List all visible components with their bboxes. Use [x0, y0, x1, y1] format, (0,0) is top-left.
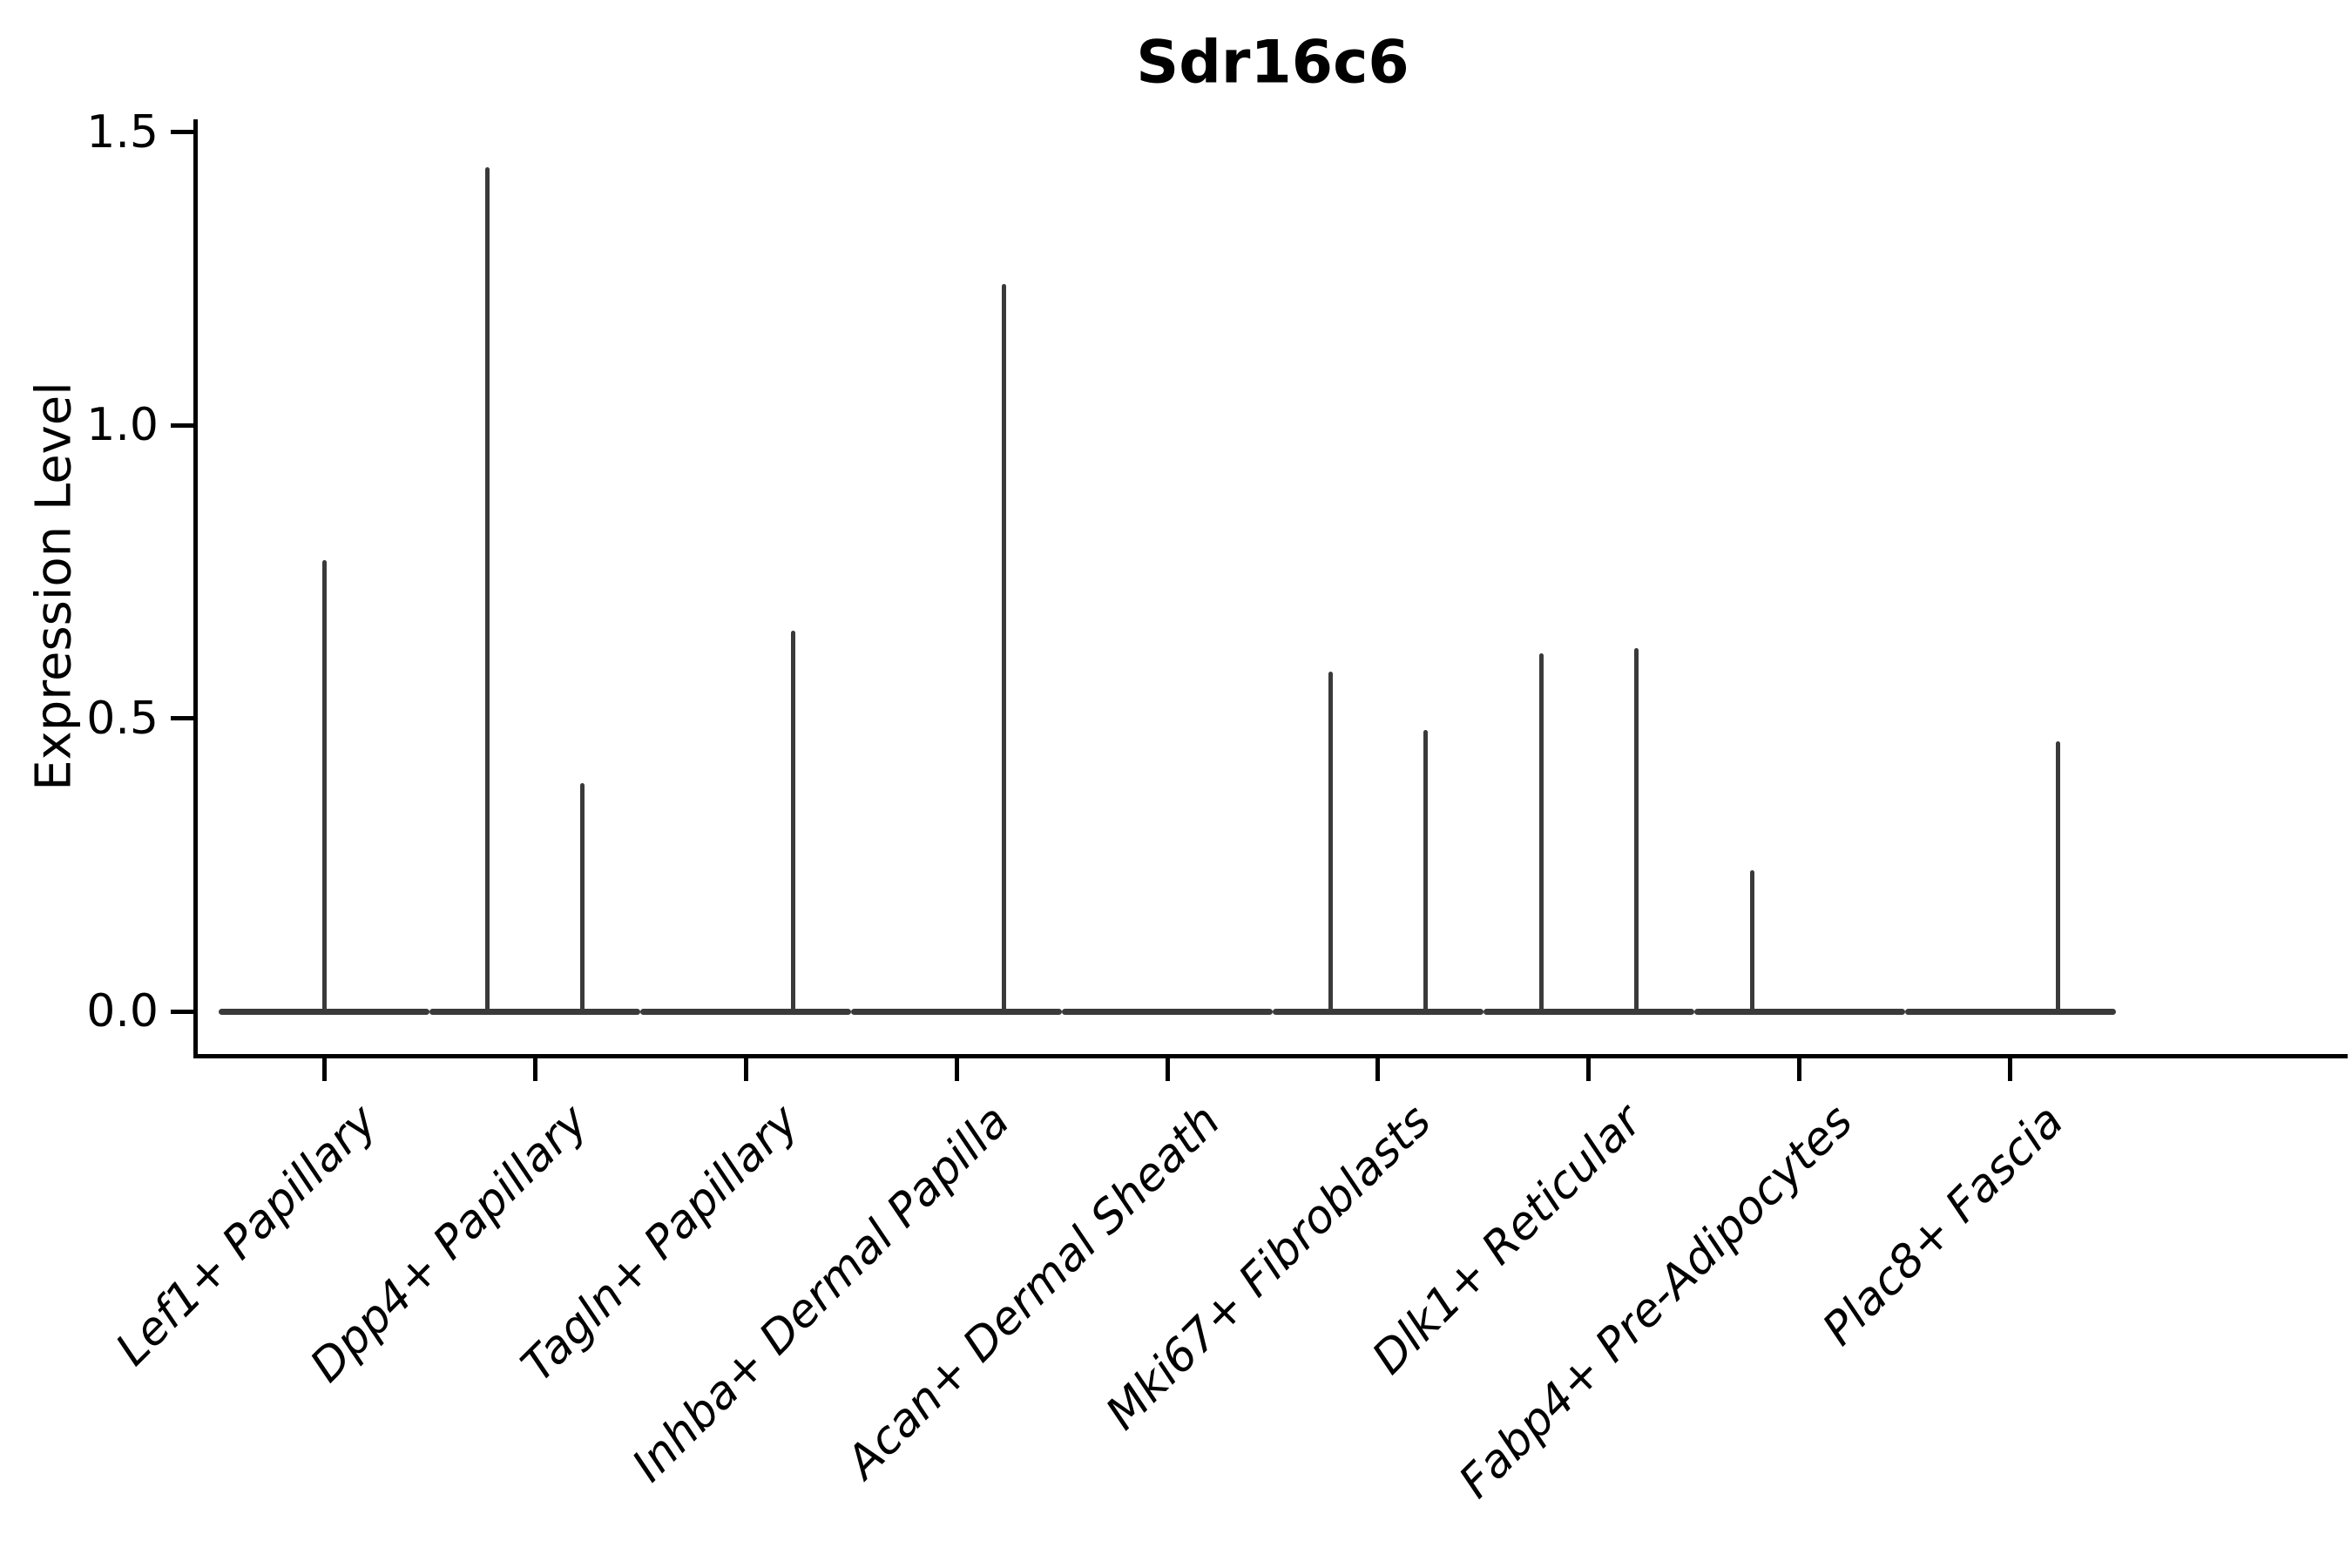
x-tick-label: Inhba+ Dermal Papilla	[622, 1095, 1020, 1492]
x-tick	[532, 1058, 537, 1081]
y-tick	[171, 422, 193, 428]
violin-body	[1484, 1008, 1694, 1015]
violin-spike	[791, 630, 796, 1014]
violin-body	[851, 1008, 1062, 1015]
x-tick	[1165, 1058, 1170, 1081]
x-tick	[321, 1058, 327, 1081]
violin-spike	[1539, 653, 1544, 1014]
x-tick	[743, 1058, 748, 1081]
x-tick	[2008, 1058, 2013, 1081]
y-tick-label: 0.0	[86, 985, 159, 1037]
x-tick-label: Fabp4+ Pre-Adipocytes	[1449, 1095, 1863, 1509]
y-tick-label: 1.0	[86, 399, 159, 451]
x-tick	[1375, 1058, 1381, 1081]
x-tick	[1586, 1058, 1592, 1081]
y-axis-label: Expression Level	[25, 382, 83, 791]
y-tick	[171, 130, 193, 134]
violin-body	[1694, 1008, 1905, 1015]
violin-spike	[485, 166, 490, 1014]
violin-body	[1905, 1008, 2116, 1015]
violin-body	[1062, 1008, 1273, 1015]
x-tick	[954, 1058, 959, 1081]
violin-spike	[321, 559, 327, 1014]
y-axis-spine	[193, 119, 198, 1058]
violin-spike	[2055, 741, 2060, 1014]
violin-spike	[1749, 870, 1754, 1014]
violin-spike	[1328, 671, 1334, 1014]
x-tick-label: Acan+ Dermal Sheath	[836, 1095, 1231, 1489]
x-axis-spine	[193, 1054, 2348, 1058]
violin-spike	[1633, 647, 1639, 1014]
violin-spike	[580, 782, 585, 1014]
violin-body	[640, 1008, 851, 1015]
y-tick-label: 0.5	[86, 692, 159, 745]
violin-body	[1273, 1008, 1484, 1015]
y-tick-label: 1.5	[86, 105, 159, 159]
y-tick	[171, 716, 193, 720]
violin-spike	[1423, 729, 1428, 1014]
violin-spike	[1002, 284, 1006, 1014]
x-tick	[1797, 1058, 1802, 1081]
violin-body	[429, 1008, 640, 1015]
y-tick	[171, 1009, 193, 1014]
chart-title: Sdr16c6	[1136, 28, 1409, 98]
